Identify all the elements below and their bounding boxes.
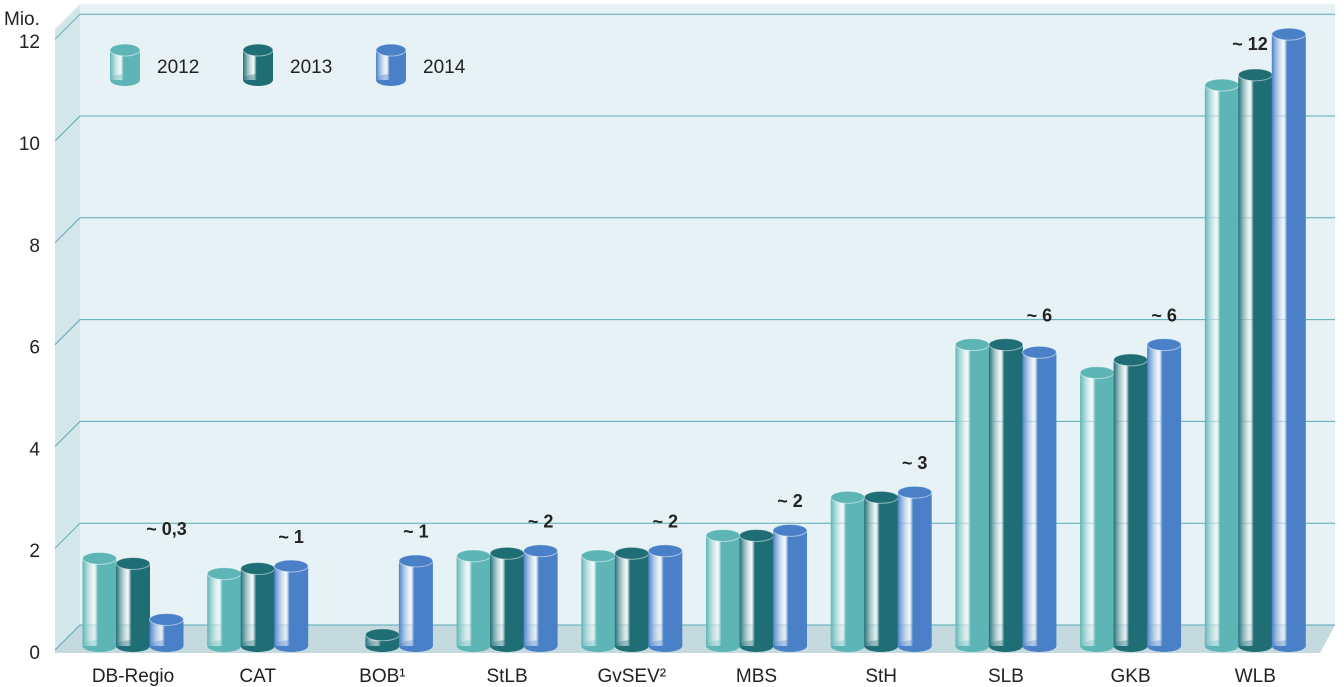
bar-cap: [1271, 27, 1307, 41]
bar-cap: [954, 338, 990, 352]
bar: [988, 344, 1023, 646]
annotation: ~ 6: [1151, 305, 1177, 325]
bar: [274, 566, 309, 646]
bar: [240, 568, 275, 646]
bar: [523, 550, 558, 646]
bar-cap: [1146, 338, 1182, 352]
bar-cap: [614, 546, 650, 560]
x-tick-label: GvSEV²: [597, 666, 666, 687]
y-tick-label: 4: [29, 439, 40, 460]
x-tick-label: StLB: [486, 666, 527, 687]
x-tick-label: WLB: [1235, 666, 1276, 687]
bar-cap: [82, 551, 117, 565]
bar-cap: [580, 549, 616, 563]
y-tick-label: 8: [29, 236, 40, 257]
annotation: ~ 3: [902, 453, 928, 473]
y-tick-label: 0: [29, 643, 40, 664]
bar: [864, 497, 899, 646]
bar-cap: [1113, 353, 1149, 367]
bar: [955, 344, 990, 646]
bar-cap: [647, 544, 683, 558]
annotation: ~ 2: [653, 511, 679, 531]
bar: [116, 563, 150, 646]
bar: [581, 555, 616, 646]
grid-line: [54, 217, 1335, 244]
bar-cap: [739, 528, 774, 542]
grid-line: [54, 420, 1335, 447]
bar-cap: [523, 544, 559, 558]
legend-swatch-cap: [109, 43, 141, 57]
y-tick-label: 2: [29, 541, 40, 562]
bar: [82, 558, 117, 646]
bar: [207, 573, 242, 646]
annotation: ~ 1: [403, 522, 429, 542]
y-tick-label: 10: [19, 134, 40, 155]
grid-line: [54, 115, 1335, 142]
annotation: ~ 1: [278, 527, 304, 547]
bar-cap: [364, 628, 400, 642]
annotation: ~ 6: [1027, 305, 1053, 325]
bar-cap: [115, 556, 151, 570]
annotation: ~ 2: [528, 511, 554, 531]
bar: [1271, 34, 1306, 647]
bar-cap: [206, 567, 242, 581]
bar-cap: [1079, 366, 1115, 380]
bar-cap: [830, 490, 866, 504]
bar-cap: [489, 546, 525, 560]
bar-cap: [273, 559, 309, 573]
x-tick-label: MBS: [736, 666, 777, 687]
bar-cap: [456, 549, 492, 563]
bar-cap: [149, 612, 184, 626]
y-axis-label: Mio.: [4, 9, 40, 30]
bar: [1238, 74, 1273, 646]
bar: [706, 535, 740, 646]
bar-cap: [897, 485, 933, 499]
y-tick-label: 6: [29, 338, 40, 359]
bar: [773, 530, 807, 646]
side-wall: [55, 4, 80, 650]
legend-label: 2014: [423, 57, 466, 78]
bar: [648, 550, 683, 646]
bar: [1147, 344, 1182, 646]
bar: [614, 553, 649, 646]
bar-cap: [240, 562, 276, 576]
annotation: ~ 12: [1232, 34, 1268, 54]
bar: [1022, 352, 1057, 646]
legend-label: 2012: [157, 57, 199, 78]
x-tick-label: DB-Regio: [92, 666, 174, 687]
legend-swatch-cap: [375, 43, 407, 57]
bar-cap: [1204, 78, 1240, 92]
x-tick-label: SLB: [988, 666, 1024, 687]
annotation: ~ 0,3: [146, 519, 187, 539]
bar: [1080, 372, 1115, 646]
x-tick-label: CAT: [239, 666, 276, 687]
legend-label: 2013: [290, 57, 332, 78]
bar-cap: [1237, 68, 1273, 82]
bar: [739, 535, 774, 646]
bar-cap: [398, 554, 434, 568]
bar-cap: [772, 523, 808, 537]
legend-swatch-cap: [242, 43, 274, 57]
bar: [398, 560, 433, 646]
bar: [830, 497, 865, 646]
bar: [1113, 359, 1148, 646]
annotation: ~ 2: [777, 491, 803, 511]
x-tick-label: GKB: [1111, 666, 1151, 687]
y-tick-label: 12: [19, 32, 40, 53]
bar-cap: [705, 528, 741, 542]
bar-cap: [1021, 345, 1057, 359]
grid-line: [54, 319, 1335, 345]
bar-cap: [863, 490, 899, 504]
bar: [490, 553, 525, 646]
bar: [456, 555, 491, 646]
bar-cap: [988, 338, 1024, 352]
bar: [1204, 85, 1239, 646]
x-tick-label: StH: [865, 666, 897, 687]
grid-line: [54, 13, 1335, 40]
bar: [897, 492, 932, 646]
x-tick-label: BOB¹: [359, 666, 405, 687]
